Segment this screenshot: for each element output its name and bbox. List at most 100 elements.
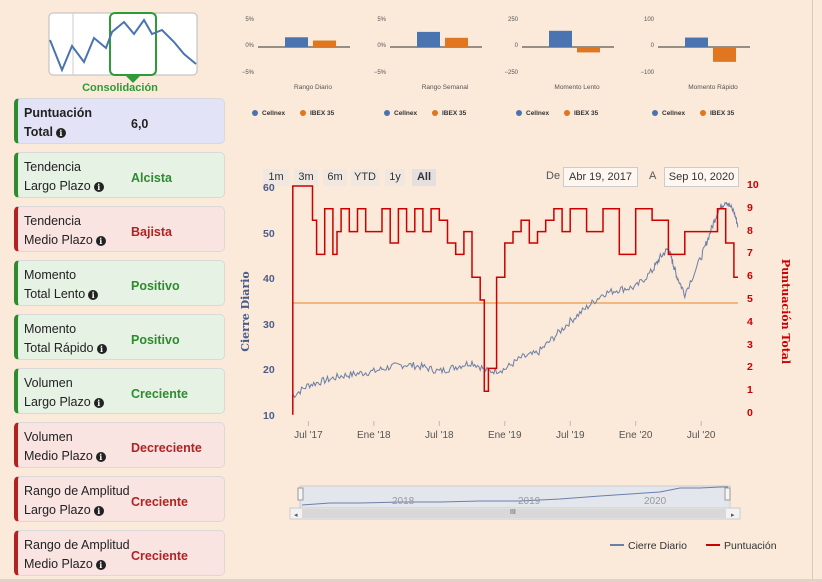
card-label-line2: Largo Plazo i [24,179,104,193]
info-icon[interactable]: i [96,344,107,354]
legend-label: IBEX 35 [442,110,467,117]
card-value: Creciente [131,387,188,401]
legend-dot [252,110,258,116]
mini-tick-label: 0 [650,43,654,49]
card-label-line1: Momento [24,322,77,336]
mini-legend-item[interactable]: IBEX 35 [432,110,466,117]
mini-legend-item[interactable]: IBEX 35 [300,110,334,117]
y-tick-right: 8 [747,224,753,237]
zoom-button-3m[interactable]: 3m [294,169,318,186]
zoom-button-all[interactable]: All [412,169,436,186]
mini-bar-cellnex[interactable] [685,37,708,47]
mini-legend-item[interactable]: Cellnex [252,110,285,117]
legend-dot [652,110,658,116]
mini-legend-item[interactable]: IBEX 35 [564,110,598,117]
mini-legend-item[interactable]: Cellnex [652,110,685,117]
mini-bar-cellnex[interactable] [285,37,308,47]
mini-legend-item[interactable]: IBEX 35 [700,110,734,117]
date-from-input[interactable]: Abr 19, 2017 [563,167,638,187]
info-icon[interactable]: i [93,506,104,516]
legend-puntuacion[interactable]: Puntuación [706,540,777,552]
info-icon[interactable]: i [95,452,106,462]
indicator-card[interactable]: Rango de Amplitud Medio Plazo i Creciente [14,530,225,576]
y-tick-right: 7 [747,247,753,260]
mini-chart-plot [258,37,350,48]
card-value: Creciente [131,495,188,509]
zoom-button-ytd[interactable]: YTD [351,169,379,186]
y-tick-right: 4 [747,315,753,328]
mini-legend-item[interactable]: Cellnex [516,110,549,117]
legend-label: IBEX 35 [710,110,735,117]
y-tick-right: 5 [747,293,753,305]
mini-bar-ibex[interactable] [577,47,600,53]
indicator-card[interactable]: Momento Total Lento i Positivo [14,260,225,306]
card-label-text: Medio Plazo [24,557,93,571]
card-label-text: Largo Plazo [24,395,91,409]
navigator-scrollbar-thumb[interactable] [302,509,726,518]
consolidation-logo-graphic [48,12,198,83]
info-icon[interactable]: i [55,128,66,138]
scroll-left-icon[interactable]: ◂ [294,512,298,519]
mini-bar-cellnex[interactable] [417,31,440,47]
y-tick-right: 9 [747,201,753,214]
scroll-right-icon[interactable]: ▸ [731,512,735,519]
x-tick-label: Ene '18 [357,430,391,441]
card-label-line2: Medio Plazo i [24,557,106,571]
page-bottom-border [0,579,822,582]
y-tick-left: 40 [263,273,275,286]
scroll-grip[interactable]: III [510,509,516,516]
info-icon[interactable]: i [88,290,99,300]
indicator-card[interactable]: Volumen Medio Plazo i Decreciente [14,422,225,468]
legend-dot [516,110,522,116]
card-value: Alcista [131,171,172,185]
mini-bar-cellnex[interactable] [549,30,572,47]
info-icon[interactable]: i [93,182,104,192]
indicator-card[interactable]: Rango de Amplitud Largo Plazo i Creciente [14,476,225,522]
mini-tick-label: 5% [377,17,386,23]
mini-chart-caption: Rango Diario [294,84,332,91]
y-tick-left: 50 [263,227,275,240]
mini-bar-ibex[interactable] [713,47,736,62]
card-value: Positivo [131,333,180,347]
indicator-card[interactable]: Momento Total Rápido i Positivo [14,314,225,360]
card-label-line2: Total i [24,125,66,139]
mini-chart: 100 0 −100 Momento Rápido Cellnex IBEX 35 [630,10,750,122]
legend-label: Cellnex [394,110,418,117]
mini-bar-ibex[interactable] [313,40,336,47]
legend-label: Cellnex [262,110,286,117]
mini-bar-ibex[interactable] [445,37,468,47]
mini-tick-label: 0 [514,43,518,49]
card-value: Bajista [131,225,172,239]
mini-tick-label: 250 [507,17,518,23]
info-icon[interactable]: i [95,560,106,570]
legend-cierre[interactable]: Cierre Diario [610,540,687,552]
y-tick-left: 20 [263,364,275,377]
card-label-line1: Volumen [24,376,73,390]
indicator-card[interactable]: Volumen Largo Plazo i Creciente [14,368,225,414]
logo-caption: Consolidación [82,82,158,94]
mini-legend-item[interactable]: Cellnex [384,110,417,117]
card-label-line1: Momento [24,268,77,282]
navigator-year-2: 2019 [518,496,541,507]
navigator-left-handle[interactable] [297,487,304,501]
card-label-line1: Puntuación [24,106,93,120]
navigator-right-handle[interactable] [724,487,731,501]
indicator-card[interactable]: Tendencia Largo Plazo i Alcista [14,152,225,198]
y-tick-right: 6 [747,270,753,283]
zoom-button-6m[interactable]: 6m [323,169,347,186]
zoom-button-1m[interactable]: 1m [263,169,289,186]
indicator-card[interactable]: Puntuación Total i 6,0 [14,98,225,144]
info-icon[interactable]: i [93,398,104,408]
legend-label: Cellnex [662,110,686,117]
card-value: Positivo [131,279,180,293]
indicator-card[interactable]: Tendencia Medio Plazo i Bajista [14,206,225,252]
legend-dot [564,110,570,116]
info-icon[interactable]: i [95,236,106,246]
mini-tick-label: −250 [504,70,518,76]
mini-chart-plot [658,37,750,62]
date-to-input[interactable]: Sep 10, 2020 [664,167,739,187]
mini-chart-caption: Rango Semanal [421,84,469,91]
zoom-button-1y[interactable]: 1y [385,169,405,186]
x-tick-label: Jul '19 [555,430,585,441]
